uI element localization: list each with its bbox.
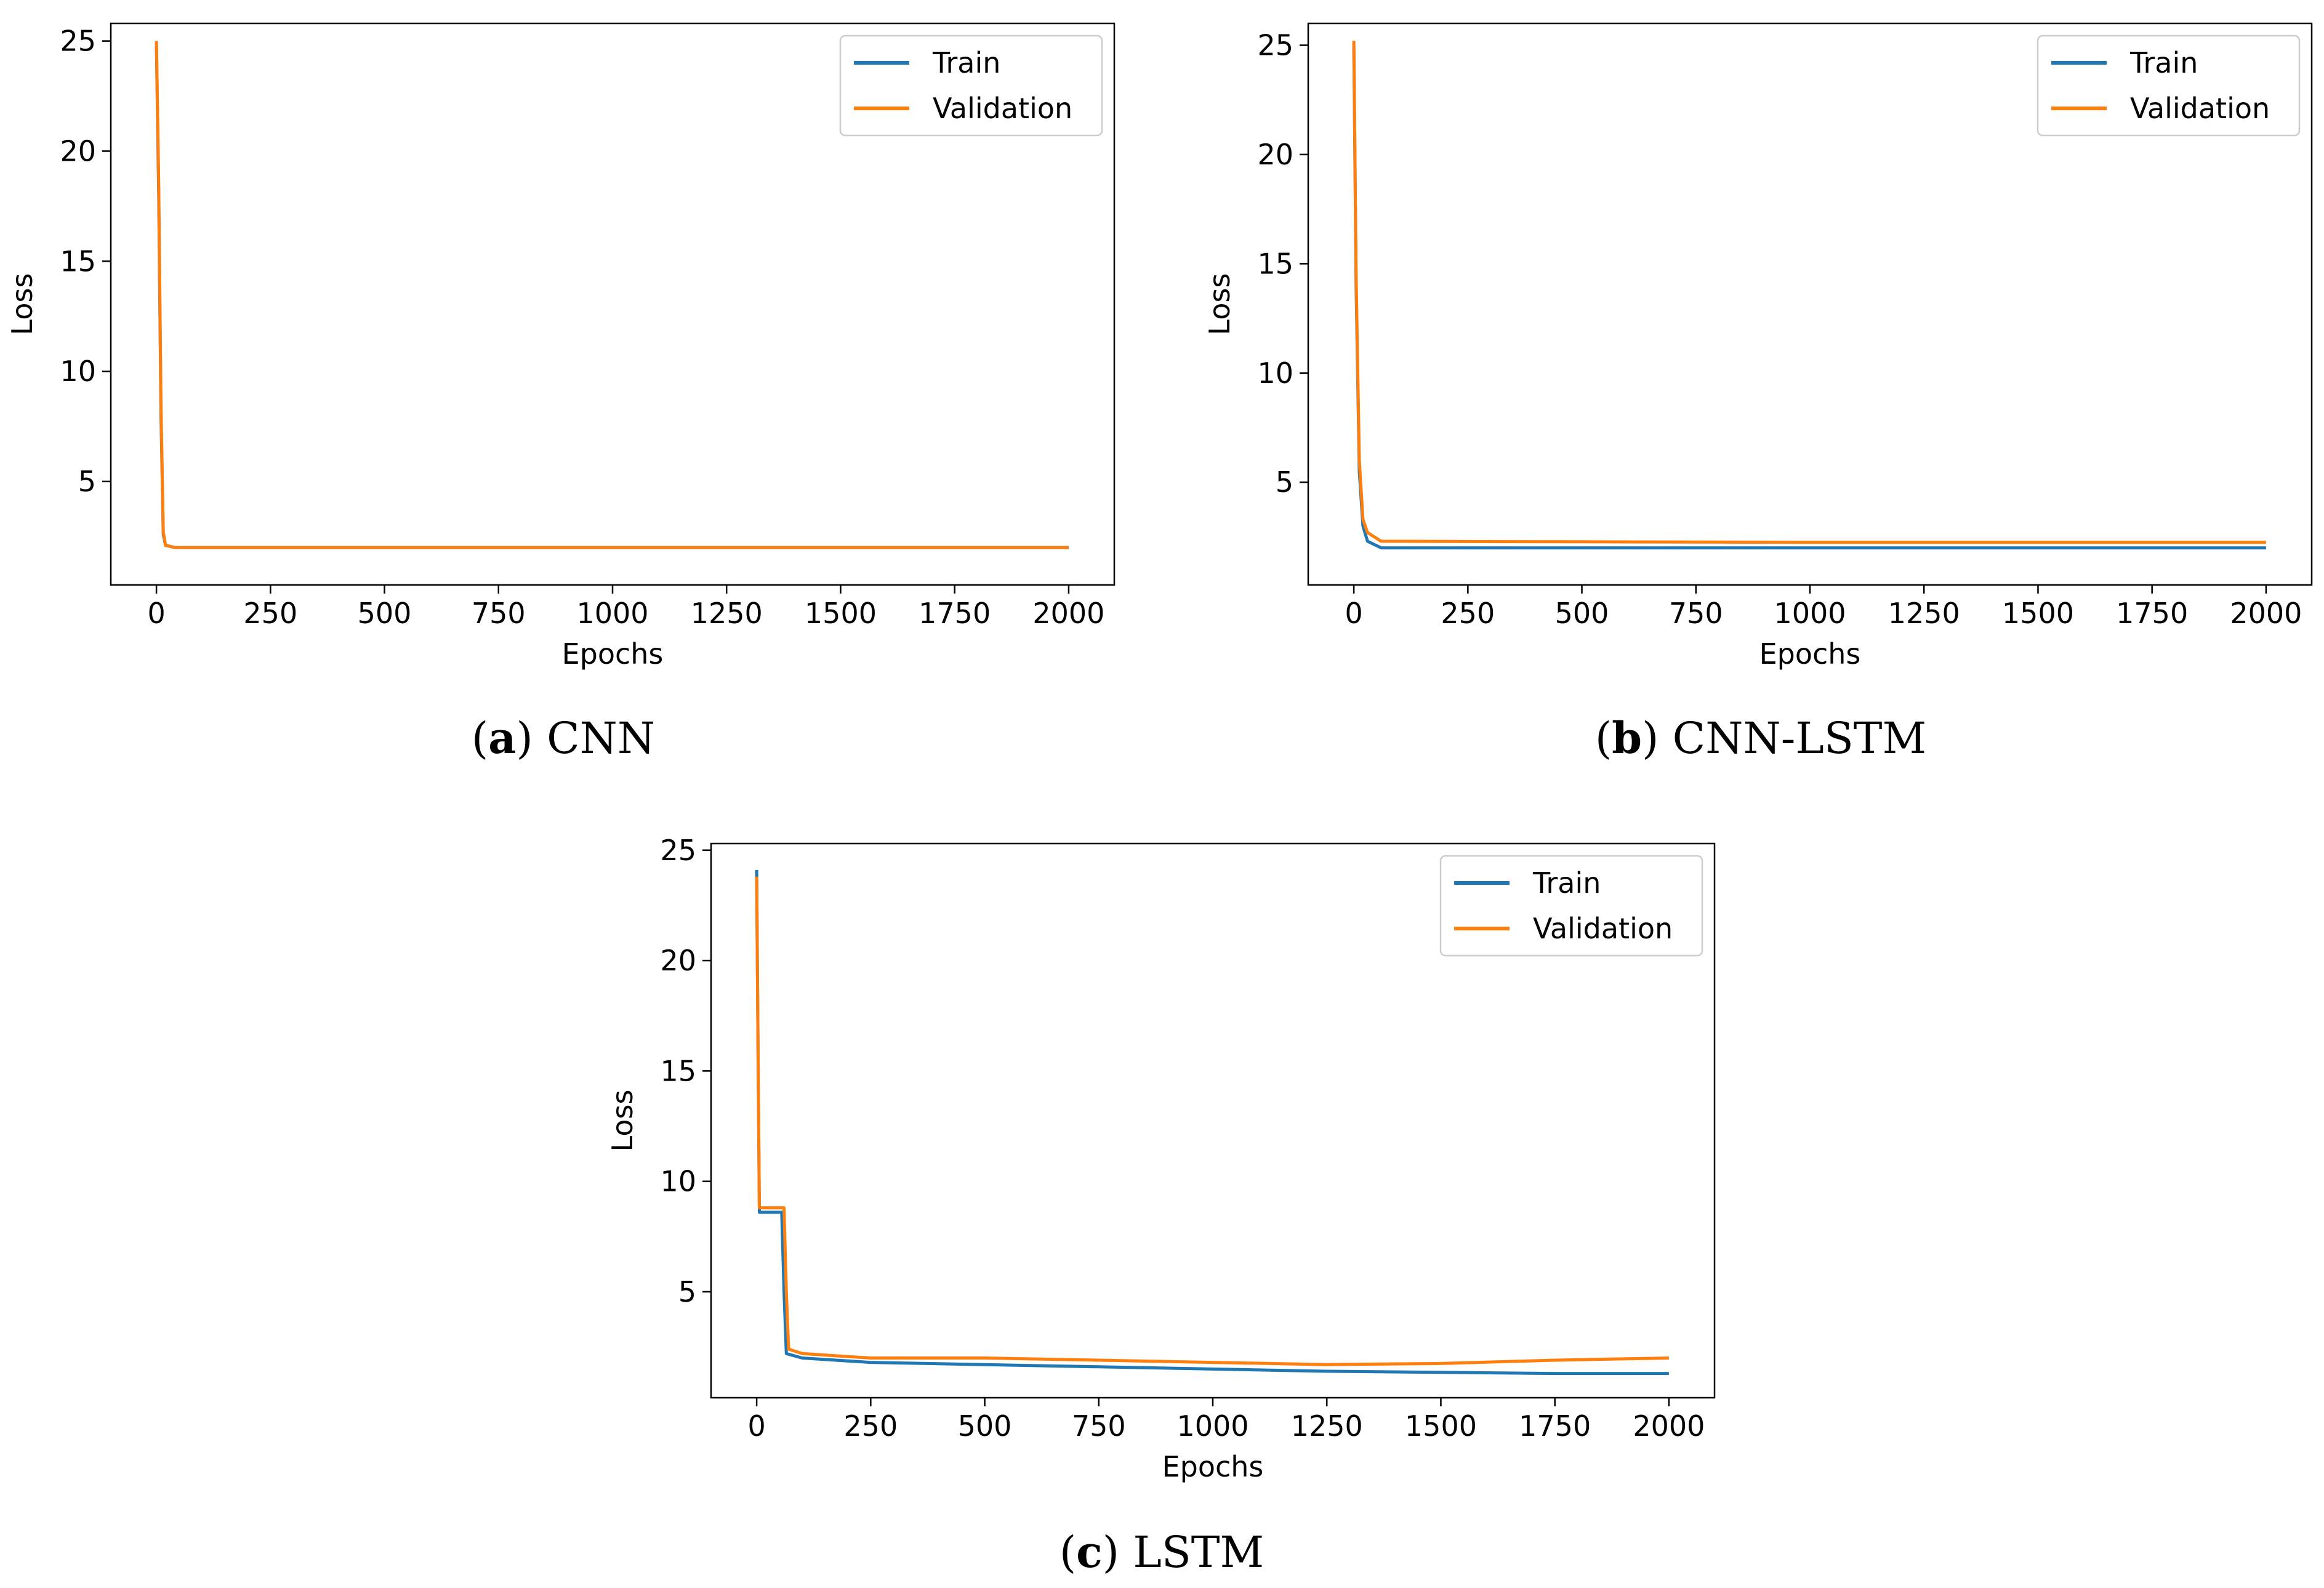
x-tick-label: 750 <box>1072 1409 1126 1443</box>
legend: Train Validation <box>839 34 1103 137</box>
x-tick-label: 0 <box>1345 597 1362 630</box>
series-line-validation <box>755 876 1669 1366</box>
y-tick-label: 20 <box>660 944 696 977</box>
y-tick-label: 5 <box>78 465 96 498</box>
x-tick-label: 500 <box>1555 597 1609 630</box>
y-tick-label: 25 <box>660 834 696 867</box>
x-axis-label: Epochs <box>1759 637 1861 671</box>
x-tick-label: 1500 <box>2002 597 2074 630</box>
legend-label-validation: Validation <box>1533 912 1673 945</box>
y-tick-label: 25 <box>60 25 96 58</box>
x-tick-label: 500 <box>958 1409 1012 1443</box>
legend: Train Validation <box>2037 34 2301 137</box>
x-tick-label: 1250 <box>691 597 763 630</box>
legend-label-validation: Validation <box>933 92 1072 125</box>
x-axis-label: Epochs <box>562 637 664 671</box>
y-axis-label: Loss <box>1203 273 1236 336</box>
caption-b-text: CNN-LSTM <box>1673 713 1927 764</box>
legend-label-train: Train <box>2129 46 2198 79</box>
y-tick-label: 15 <box>60 244 96 278</box>
x-axis-label: Epochs <box>1162 1450 1264 1483</box>
x-tick-label: 1250 <box>1888 597 1960 630</box>
x-tick-label: 2000 <box>1633 1409 1705 1443</box>
series-line-train <box>755 869 1669 1376</box>
x-tick-label: 1000 <box>1774 597 1846 630</box>
y-tick-label: 10 <box>60 355 96 388</box>
y-tick-label: 10 <box>1257 357 1293 390</box>
caption-c: (c) LSTM <box>1059 1526 1264 1578</box>
y-tick-label: 15 <box>660 1054 696 1087</box>
x-tick-label: 500 <box>358 597 412 630</box>
x-tick-label: 250 <box>243 597 297 630</box>
y-tick-label: 15 <box>1257 247 1293 280</box>
y-tick-label: 10 <box>660 1165 696 1198</box>
y-tick-label: 5 <box>1276 466 1293 499</box>
y-tick-label: 20 <box>1257 138 1293 171</box>
chart-lstm: 0 250 500 750 1000 1250 1500 1750 2000 5 10 15 20 25 E… <box>606 834 1716 1483</box>
series-line-validation <box>1352 41 2266 544</box>
caption-c-letter: c <box>1076 1526 1103 1578</box>
x-tick-label: 1500 <box>805 597 877 630</box>
caption-a-text: CNN <box>547 713 655 764</box>
x-tick-label: 1250 <box>1291 1409 1363 1443</box>
legend: Train Validation <box>1439 855 1703 957</box>
series-line-validation <box>155 41 1069 549</box>
caption-b-letter: b <box>1612 712 1642 764</box>
x-tick-label: 750 <box>1669 597 1723 630</box>
legend-label-train: Train <box>1532 866 1601 900</box>
x-tick-label: 1750 <box>2116 597 2188 630</box>
x-tick-label: 2000 <box>2230 597 2302 630</box>
x-tick-label: 250 <box>1441 597 1495 630</box>
x-tick-label: 0 <box>747 1409 765 1443</box>
y-tick-label: 25 <box>1257 28 1293 62</box>
caption-a: (a) CNN <box>472 712 655 764</box>
caption-b: (b) CNN-LSTM <box>1595 712 1926 764</box>
x-tick-label: 1750 <box>919 597 991 630</box>
y-tick-label: 20 <box>60 134 96 167</box>
x-tick-label: 2000 <box>1032 597 1104 630</box>
y-tick-label: 5 <box>678 1275 696 1308</box>
x-tick-label: 250 <box>843 1409 898 1443</box>
legend-box <box>839 34 1103 137</box>
x-tick-label: 1500 <box>1405 1409 1477 1443</box>
x-tick-label: 0 <box>147 597 165 630</box>
y-axis-label: Loss <box>6 273 39 336</box>
x-tick-label: 1000 <box>576 597 648 630</box>
x-tick-label: 750 <box>472 597 526 630</box>
caption-a-letter: a <box>488 712 516 764</box>
caption-c-text: LSTM <box>1133 1527 1264 1578</box>
legend-box <box>2037 34 2301 137</box>
x-tick-label: 1750 <box>1519 1409 1591 1443</box>
legend-label-validation: Validation <box>2130 92 2270 125</box>
y-axis-label: Loss <box>606 1090 639 1152</box>
x-tick-label: 1000 <box>1176 1409 1248 1443</box>
chart-cnn-lstm: 0 250 500 750 1000 1250 1500 1750 2000 5 10 15 20 25 E… <box>1203 22 2313 671</box>
legend-label-train: Train <box>932 46 1000 79</box>
legend-box <box>1439 855 1703 957</box>
chart-cnn: 0 250 500 750 1000 1250 1500 1750 2000 5 10 15 20 25 E… <box>6 22 1116 671</box>
